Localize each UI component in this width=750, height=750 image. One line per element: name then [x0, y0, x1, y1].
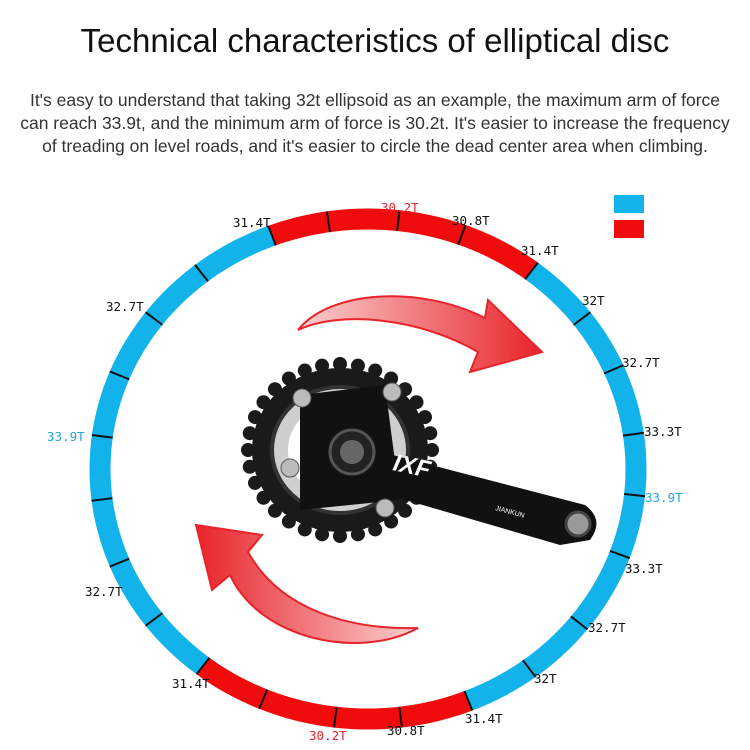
ring-tick: [522, 659, 537, 678]
ring-tick: [396, 210, 401, 232]
tooth-count-label: 32.7T: [622, 355, 660, 370]
rotation-arrow-top: [297, 295, 544, 374]
ring-tick: [91, 497, 113, 502]
ring-tick: [623, 493, 646, 498]
ring-tick: [258, 689, 269, 710]
description: It's easy to understand that taking 32t …: [20, 90, 730, 156]
rotation-arrow-bottom: [194, 523, 419, 644]
tooth-count-label: 31.4T: [233, 215, 271, 230]
ring-tick: [325, 211, 331, 233]
ring-tick: [109, 370, 130, 381]
tooth-count-label: 32.7T: [85, 584, 123, 599]
ring-tick: [570, 615, 589, 631]
tooth-count-label: 30.8T: [387, 723, 425, 738]
ring-tick: [457, 224, 467, 246]
tooth-count-label: 33.9T: [645, 490, 683, 505]
ring: [89, 208, 647, 730]
tooth-count-label: 33.9T: [47, 429, 85, 444]
chainring-tooth: [241, 443, 255, 457]
tooth-count-label: 31.4T: [172, 676, 210, 691]
ring-segment-blue-right: [464, 262, 647, 711]
tooth-count-label: 33.3T: [644, 424, 682, 439]
ring-segment-blue-left: [89, 225, 276, 675]
legend-swatch-blue: [614, 195, 644, 213]
ring-ticks: [91, 210, 646, 728]
tooth-count-label: 30.2T: [381, 200, 419, 215]
ring-tick: [463, 690, 474, 711]
ring-tick: [333, 706, 338, 728]
chainring-tooth: [333, 357, 347, 371]
tooth-count-label: 33.3T: [625, 561, 663, 576]
ring-segment-red-top: [268, 208, 538, 280]
tooth-count-label: 30.8T: [452, 213, 490, 228]
ring-tick: [603, 364, 624, 375]
tooth-count-label: 32T: [534, 671, 557, 686]
chainring-tooth: [333, 529, 347, 543]
ring-tick: [144, 612, 163, 627]
tooth-count-label: 32T: [582, 293, 605, 308]
legend-swatch-red: [614, 220, 644, 238]
ring-tick: [194, 264, 209, 282]
chainring-tooth: [425, 443, 439, 457]
chainring-image: IXF JIANKUN: [241, 357, 597, 545]
ring-tick: [573, 311, 592, 326]
tooth-count-label: 32.7T: [106, 299, 144, 314]
ring-tick: [195, 657, 211, 675]
page-title: Technical characteristics of elliptical …: [80, 22, 670, 59]
ring-tick: [91, 434, 113, 439]
ring-tick: [109, 557, 130, 568]
ring-tick: [609, 549, 631, 560]
ring-tick: [524, 261, 539, 280]
tooth-count-label: 31.4T: [521, 243, 559, 258]
ring-segment-red-bottom: [196, 657, 473, 730]
ring-tick: [144, 311, 163, 326]
ring-tick: [622, 431, 644, 437]
tooth-count-label: 30.2T: [309, 728, 347, 743]
ring-tick: [267, 225, 277, 246]
tooth-count-label: 32.7T: [588, 620, 626, 635]
tooth-count-label: 31.4T: [465, 711, 503, 726]
ring-tick: [398, 706, 403, 728]
